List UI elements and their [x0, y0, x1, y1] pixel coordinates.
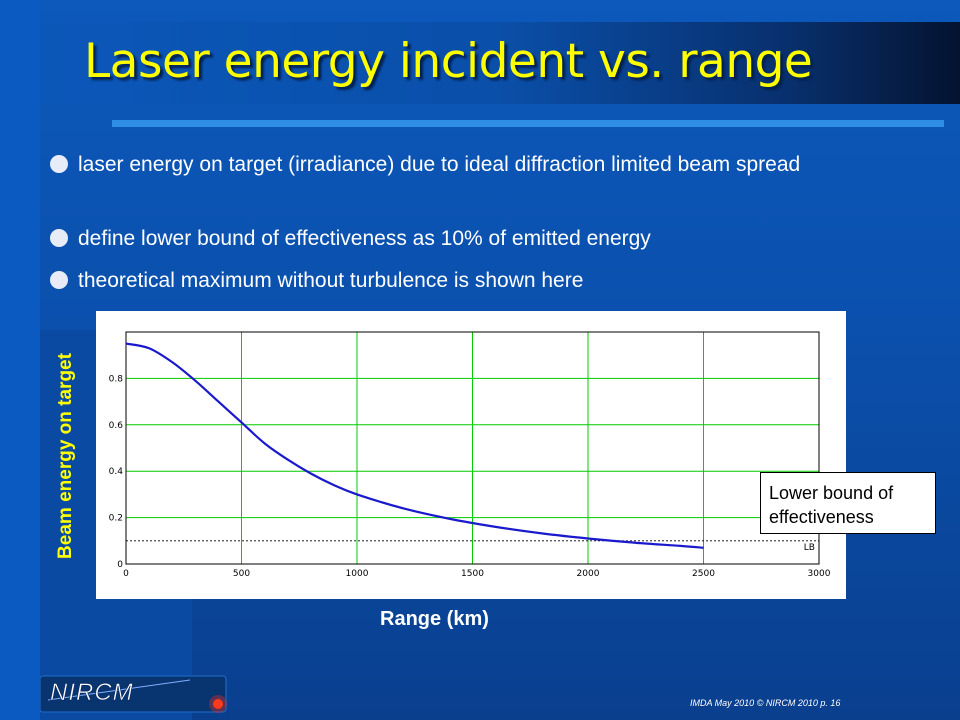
y-tick-label: 0.4 — [109, 467, 124, 477]
chart-panel: 0 500 1000 1500 2000 2500 3000 0 0.2 0.4 0.6 0.8 LB — [96, 311, 846, 599]
y-tick-label: 0.8 — [109, 374, 124, 384]
bullet-dot-icon — [50, 271, 68, 289]
bullet-item: theoretical maximum without turbulence i… — [50, 268, 930, 293]
footer-credit: IMDA May 2010 © NIRCM 2010 p. 16 — [690, 698, 841, 708]
bullet-item: define lower bound of effectiveness as 1… — [50, 226, 930, 251]
x-tick-label: 2000 — [577, 569, 600, 579]
bullet-item: laser energy on target (irradiance) due … — [50, 152, 930, 177]
left-decor-strip — [0, 0, 40, 720]
x-tick-label: 0 — [123, 569, 129, 579]
title-bar — [40, 22, 960, 104]
chart-axes — [125, 331, 820, 565]
bullet-text: laser energy on target (irradiance) due … — [78, 153, 801, 176]
x-tick-label: 500 — [233, 569, 250, 579]
plot-frame — [125, 331, 820, 565]
x-tick-label: 1500 — [461, 569, 484, 579]
x-tick-label: 2500 — [692, 569, 715, 579]
nircm-logo: NIRCM — [40, 675, 227, 713]
bullet-text: theoretical maximum without turbulence i… — [78, 269, 584, 292]
chart-grid — [126, 332, 820, 564]
line-chart: 0 500 1000 1500 2000 2500 3000 0 0.2 0.4 0.6 0.8 LB — [109, 331, 831, 579]
slide-title: Laser energy incident vs. range — [84, 34, 813, 89]
threshold-label: LB — [804, 543, 815, 553]
bullet-text: define lower bound of effectiveness as 1… — [78, 227, 651, 250]
lower-bound-callout: Lower bound of effectiveness — [760, 472, 936, 534]
bullet-dot-icon — [50, 155, 68, 173]
y-tick-label: 0 — [117, 560, 123, 570]
y-axis-label: Beam energy on target — [55, 353, 76, 559]
x-tick-label: 3000 — [808, 569, 831, 579]
laser-dot-icon — [213, 699, 223, 709]
x-tick-label: 1000 — [346, 569, 369, 579]
bullet-dot-icon — [50, 229, 68, 247]
threshold-group: LB — [126, 540, 819, 553]
chart-ticks: 0 500 1000 1500 2000 2500 3000 0 0.2 0.4 0.6 0.8 — [109, 374, 831, 579]
beam-energy-line — [125, 342, 704, 549]
title-divider — [112, 120, 944, 127]
x-axis-label: Range (km) — [380, 608, 489, 630]
series-group — [125, 342, 704, 549]
y-tick-label: 0.2 — [109, 514, 123, 524]
logo-wordmark: NIRCM — [50, 679, 134, 706]
y-tick-label: 0.6 — [109, 421, 124, 431]
